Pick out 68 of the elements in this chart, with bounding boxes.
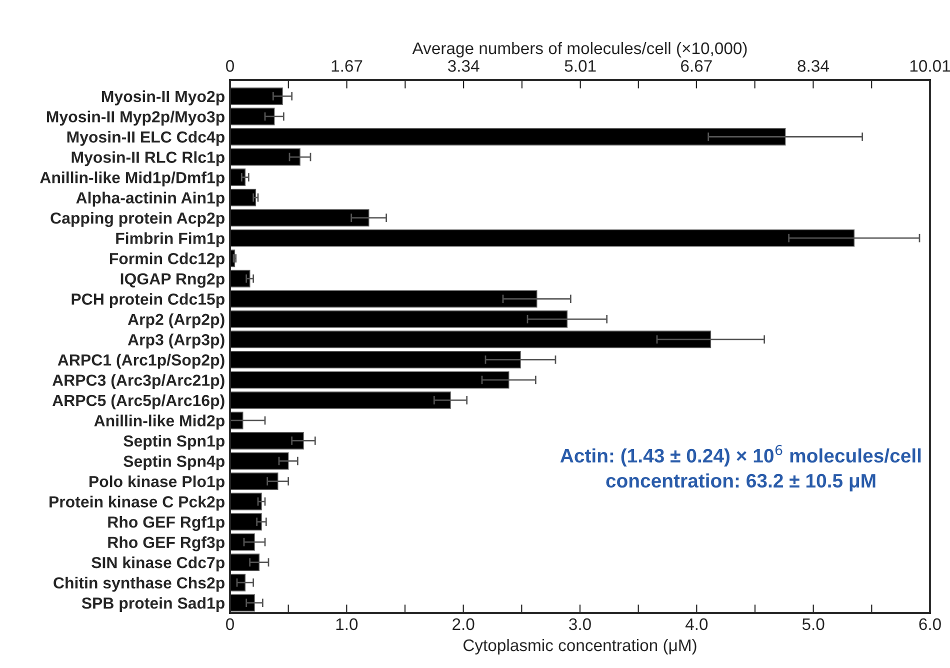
- annotation: concentration: 63.2 ± 10.5 μM: [606, 473, 876, 492]
- x-axis-title: Cytoplasmic concentration (μM): [464, 638, 696, 654]
- bar: [230, 594, 255, 612]
- y-tick-label: ARPC5 (Arc5p/Arc16p): [52, 394, 224, 410]
- y-tick-label: PCH protein Cdc15p: [72, 293, 224, 308]
- bar: [230, 452, 289, 470]
- bar: [230, 310, 568, 328]
- x-tick-label: 1.0: [336, 618, 358, 630]
- x2-axis-title: Average numbers of molecules/cell (×10,000): [412, 42, 747, 58]
- bar: [230, 168, 246, 186]
- y-tick-label: Alpha-actinin Ain1p: [76, 192, 224, 207]
- x2-tick-label: 3.34: [448, 60, 480, 72]
- bar: [230, 188, 256, 206]
- y-tick-label: SIN kinase Cdc7p: [92, 556, 224, 572]
- bar: [230, 492, 262, 510]
- y-tick-label: Chitin synthase Chs2p: [54, 576, 224, 592]
- x-tick-label: 6.0: [919, 618, 941, 630]
- bar: [230, 128, 786, 146]
- y-tick-label: Myosin-II Myp2p/Myo3p: [46, 110, 224, 126]
- bar: [230, 574, 246, 592]
- x2-tick-label: 6.67: [681, 60, 712, 72]
- y-tick-label: Septin Spn4p: [124, 455, 224, 470]
- x-tick-label: 0: [226, 618, 234, 630]
- bar: [230, 533, 255, 551]
- x2-tick-label: 5.01: [564, 60, 596, 72]
- x2-tick-label: 10.01: [910, 60, 950, 72]
- bar: [230, 209, 370, 227]
- bar: [230, 330, 712, 348]
- bar: [230, 229, 855, 247]
- x2-tick-label: 1.67: [332, 60, 362, 72]
- y-tick-label: ARPC1 (Arc1p/Sop2p): [58, 354, 224, 369]
- x-tick-label: 4.0: [685, 618, 708, 630]
- bar: [230, 391, 451, 409]
- y-tick-label: IQGAP Rng2p: [120, 273, 224, 288]
- bar: [230, 513, 262, 531]
- x2-tick-label: 8.34: [798, 60, 829, 72]
- y-tick-label: ARPC3 (Arc3p/Arc21p): [52, 374, 224, 390]
- y-tick-label: Formin Cdc12p: [110, 252, 224, 268]
- y-tick-label: Myosin-II RLC Rlc1p: [72, 151, 224, 166]
- y-tick-label: Anillin-like Mid2p: [94, 414, 224, 430]
- bar: [230, 554, 260, 572]
- y-tick-label: Rho GEF Rgf1p: [108, 516, 224, 531]
- y-tick-label: Fimbrin Fim1p: [116, 232, 224, 248]
- y-tick-label: Myosin-II ELC Cdc4p: [67, 130, 224, 146]
- bar: [230, 432, 304, 450]
- bar: [230, 371, 510, 389]
- bar: [230, 270, 250, 288]
- y-tick-label: Rho GEF Rgf3p: [108, 536, 224, 552]
- annotation: Actin: (1.43 ± 0.24) × 10$^{6}$ molecules/cell: [560, 444, 921, 466]
- y-tick-label: Arp2 (Arp2p): [128, 313, 224, 328]
- bar: [230, 290, 538, 308]
- x-tick-label: 2.0: [452, 618, 474, 630]
- bar: [230, 472, 278, 490]
- x-tick-label: 3.0: [569, 618, 591, 630]
- y-tick-label: Arp3 (Arp3p): [128, 334, 224, 349]
- y-tick-label: Polo kinase Plo1p: [90, 475, 224, 490]
- x-tick-label: 5.0: [802, 618, 824, 630]
- bar: [230, 148, 300, 166]
- bar: [230, 108, 275, 126]
- y-tick-label: Myosin-II Myo2p: [102, 90, 224, 106]
- bar: [230, 87, 283, 105]
- bar: [230, 350, 521, 368]
- x2-tick-label: 0: [226, 60, 234, 72]
- y-tick-label: Anillin-like Mid1p/Dmf1p: [40, 171, 224, 186]
- y-tick-label: Capping protein Acp2p: [50, 212, 224, 227]
- y-tick-label: SPB protein Sad1p: [82, 597, 224, 612]
- y-tick-label: Protein kinase C Pck2p: [50, 496, 224, 511]
- y-tick-label: Septin Spn1p: [124, 434, 224, 450]
